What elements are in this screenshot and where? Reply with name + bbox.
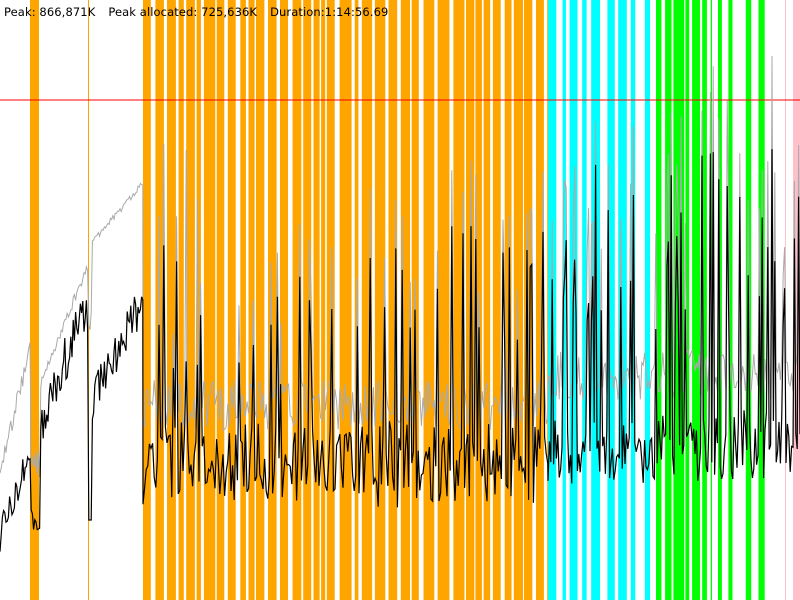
phase-band-orange (248, 0, 255, 600)
phase-band-orange (196, 0, 201, 600)
phase-band-orange (203, 0, 216, 600)
phase-band-orange (227, 0, 236, 600)
phase-band-cyan (644, 0, 650, 600)
phase-band-pink (793, 0, 800, 600)
phase-band-green (685, 0, 690, 600)
phase-band-orange (178, 0, 184, 600)
phase-band-green (692, 0, 700, 600)
phase-band-orange (354, 0, 359, 600)
phase-band-cyan (582, 0, 587, 600)
phase-band-orange (547, 0, 548, 600)
phase-band-orange (492, 0, 501, 600)
phase-band-orange (423, 0, 435, 600)
phase-band-orange (268, 0, 277, 600)
phase-band-orange (143, 0, 151, 600)
stats-bar: Peak: 866,871K Peak allocated: 725,636K Du… (4, 5, 388, 19)
phase-band-orange (240, 0, 246, 600)
phase-band-green (656, 0, 662, 600)
phase-band-orange (321, 0, 326, 600)
phase-band-orange (292, 0, 302, 600)
phase-band-orange (453, 0, 465, 600)
phase-band-green (702, 0, 707, 600)
phase-band-orange (280, 0, 288, 600)
phase-band-orange (437, 0, 450, 600)
phase-band-orange (388, 0, 398, 600)
phase-band-cyan (607, 0, 615, 600)
phase-band-green (728, 0, 733, 600)
phase-band-cyan (591, 0, 600, 600)
phase-band-orange (313, 0, 320, 600)
phase-band-orange (216, 0, 225, 600)
phase-band-orange (303, 0, 312, 600)
phase-band-orange (30, 0, 39, 600)
peak-stat: Peak: 866,871K (4, 5, 96, 19)
phase-band-orange (186, 0, 195, 600)
phase-band-orange (256, 0, 265, 600)
phase-band-orange (400, 0, 410, 600)
phase-band-cyan (562, 0, 566, 600)
allocated-memory-line (0, 149, 800, 552)
phase-band-orange (361, 0, 373, 600)
phase-band-orange (167, 0, 176, 600)
phase-band-orange (374, 0, 386, 600)
phase-band-orange (339, 0, 352, 600)
phase-band-cyan (618, 0, 627, 600)
phase-band-orange (536, 0, 544, 600)
duration-stat: Duration:1:14:56.69 (270, 5, 389, 19)
peak-allocated-stat: Peak allocated: 725,636K (108, 5, 258, 19)
phase-band-orange (504, 0, 512, 600)
phase-band-orange (483, 0, 491, 600)
phase-band-orange (513, 0, 523, 600)
